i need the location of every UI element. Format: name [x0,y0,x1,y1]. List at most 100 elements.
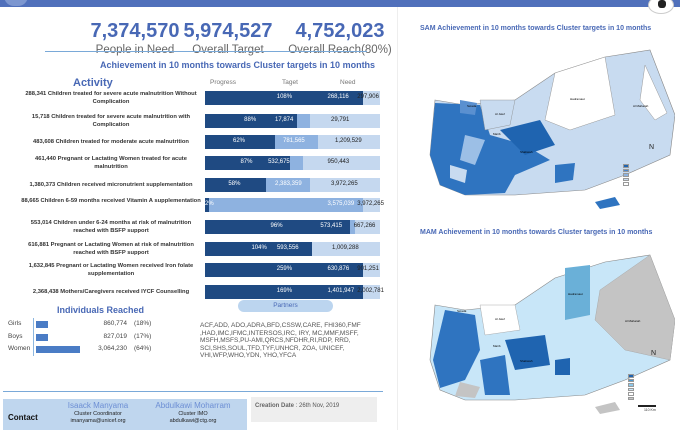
activity-row: 288,341 Children treated for severe acut… [0,90,390,108]
kpi-value: 5,974,527 [183,20,273,42]
mam-map: Sa'ada Al Jawf Hadramaut Al Maharah Mari… [429,254,675,414]
reached-segment [205,220,351,234]
place-label: Sa'ada [467,104,477,108]
contact-role: Cluster IMO [178,411,208,417]
progress-bar: 96% 573,415 667,266 [205,220,380,234]
reached-segment [205,135,275,149]
contact-box: Contact Isaack Manyama Cluster Coordinat… [3,399,247,430]
cluster-logo [4,0,28,6]
need-value: 1,209,529 [335,138,362,144]
creation-date-label: Creation Date [255,403,295,409]
activity-row: 88,665 Children 6-59 months received Vit… [0,197,390,215]
contact-role: Cluster Coordinator [74,411,122,417]
need-value: 29,791 [330,117,350,123]
col-need: Need [340,79,356,86]
contact-email[interactable]: imanyama@unicef.org [70,417,126,424]
activity-row: 2,368,438 Mothers/Caregivers received IY… [0,284,390,302]
header-bar [0,0,680,7]
need-value: 297,906 [357,94,379,100]
socotra-island [595,197,620,209]
group-value: 3,064,230 [98,345,127,352]
reached-segment [205,114,298,128]
partners-list: ACF,ADD, ADO,ADRA,BFD,CSSW,CARE, FHI360,… [200,322,361,359]
contact-label: Contact [8,413,38,422]
target-value: 630,876 [327,266,350,272]
place-label: Hadramaut [568,292,583,296]
progress-bar: 88% 17,874 29,791 [205,114,380,128]
target-value: 268,116 [327,94,349,100]
sam-map-title: SAM Achievement in 10 months towards Clu… [420,25,652,32]
creation-date-value: : 26th Nov, 2019 [295,403,340,409]
mam-legend [628,374,636,401]
group-pct: (17%) [134,332,152,340]
progress-bar: 259% 630,876 901,251 [205,263,380,277]
progress-value: 169% [276,288,293,294]
divider [45,51,367,52]
target-value: 2,383,359 [275,181,302,187]
progress-value: 259% [276,266,293,272]
progress-bar: 2% 3,575,039 3,972,265 [205,198,384,212]
individuals-row: Boys 827,019 (17%) [0,333,160,343]
need-value: 2,002,781 [357,288,384,294]
group-value: 860,774 [103,320,128,327]
progress-bar: 104% 593,556 1,009,288 [205,242,380,256]
contact-name: Abdulkawi Moharram [155,401,231,410]
activity-row: 483,608 Children treated for moderate ac… [0,134,390,152]
place-label: Hadramaut [570,97,585,101]
activity-label: 483,608 Children treated for moderate ac… [33,139,189,145]
target-value: 532,675 [268,159,290,165]
progress-value: 96% [270,223,283,229]
north-arrow-icon: N [651,350,657,357]
need-value: 901,251 [357,266,379,272]
contact-person: Abdulkawi Moharram Cluster IMO abdulkawi… [138,401,248,424]
contact-name: Isaack Manyama [67,401,129,410]
place-label: Al Maharah [625,319,641,323]
activity-label: 461,440 Pregnant or Lactating Women trea… [35,156,187,170]
progress-bar: 58% 2,383,359 3,972,265 [205,178,380,192]
need-value: 3,972,265 [331,181,358,187]
place-label: Al Maharah [633,104,649,108]
individuals-title: Individuals Reached [57,305,145,315]
contact-person: Isaack Manyama Cluster Coordinator imany… [43,401,153,424]
target-value: 573,415 [320,223,343,229]
north-arrow-icon: N [649,144,655,151]
globe-logo [648,0,674,14]
activity-label: 1,632,845 Pregnant or Lactating Women re… [28,263,194,277]
activity-row: 553,014 Children under 6-24 months at ri… [0,219,390,237]
scale-label: 110 Km [644,408,656,412]
group-bar [36,346,80,353]
activity-row: 1,632,845 Pregnant or Lactating Women re… [0,262,390,280]
individuals-row: Women 3,064,230 (64%) [0,345,160,355]
reached-segment [205,156,290,170]
col-progress: Progress [210,79,237,86]
kpi-label: Overall Reach(80%) [288,44,392,56]
sam-map: Sa'ada Al Jawf Hadramaut Al Maharah Mari… [429,49,675,209]
progress-bar: 87% 532,675 950,443 [205,156,380,170]
group-bar [36,333,48,341]
achievement-subtitle: Achievement in 10 months towards Cluster… [100,60,376,70]
contact-email[interactable]: abdulkawi@ctg.org [169,417,217,424]
group-name: Boys [8,332,23,340]
socotra-island [595,402,620,414]
kpi-label: People in Need [95,44,175,56]
group-pct: (18%) [134,320,152,327]
target-value: 17,874 [274,117,294,123]
progress-value: 62% [232,138,245,144]
kpi-value: 4,752,023 [295,20,385,42]
reached-segment [205,263,363,277]
progress-value: 2% [205,201,214,207]
progress-value: 88% [244,117,257,123]
group-name: Girls [8,320,22,327]
group-pct: (64%) [134,345,152,352]
activity-label: 1,380,373 Children received micronutrien… [29,182,193,188]
partners-title: Partners [238,300,333,312]
activity-row: 461,440 Pregnant or Lactating Women trea… [0,155,390,173]
individuals-row: Girls 860,774 (18%) [0,320,160,330]
reached-segment [205,91,363,105]
kpi-label: Overall Target [192,44,264,56]
group-name: Women [8,345,31,352]
reached-segment [205,285,363,299]
place-label: Sa'ada [457,309,467,313]
reached-segment [205,198,209,212]
progress-bar: 169% 1,401,947 2,002,781 [205,285,384,299]
